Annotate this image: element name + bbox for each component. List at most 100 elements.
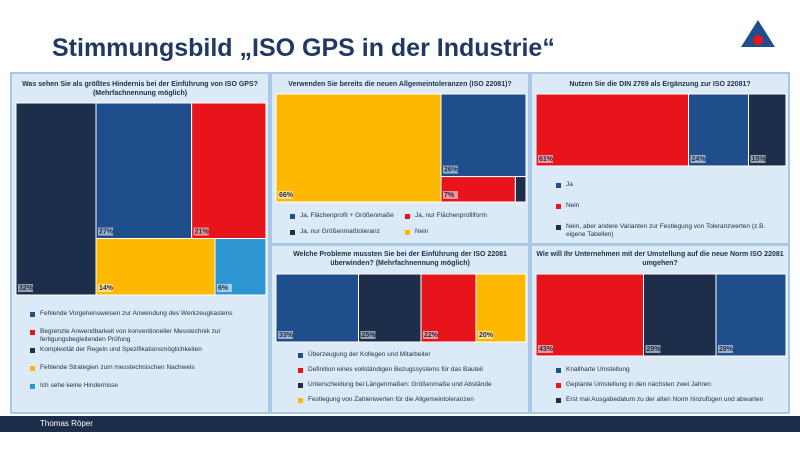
- treemap-cell: [358, 273, 422, 343]
- footer-text: Thomas Röper: [40, 419, 93, 428]
- legend-swatch: [30, 311, 35, 317]
- treemap-cell: [275, 273, 359, 343]
- legend-label: Definition eines vollständigen Bezugssys…: [308, 366, 483, 373]
- legend-swatch: [290, 213, 295, 219]
- cell-label: 21%: [195, 228, 210, 235]
- slide-title: Stimmungsbild „ISO GPS in der Industrie“: [52, 34, 555, 62]
- footer: Thomas Röper: [0, 416, 800, 432]
- cell-label-bg: [750, 155, 766, 163]
- cell-label: 25%: [362, 332, 377, 339]
- cell-label-bg: [443, 191, 458, 199]
- legend-label: Unterscheidung bei Längenmaßen: Größenma…: [308, 381, 492, 388]
- cell-label: 6%: [218, 285, 229, 292]
- treemap-cell: [95, 238, 216, 296]
- legend-label: Überzeugung der Kollegen und Mitarbeiter: [308, 351, 431, 358]
- legend-label: Fehlende Strategien zum messtechnischen …: [40, 364, 195, 371]
- legend-label: Festlegung von Zahlenwerten für die Allg…: [308, 396, 474, 403]
- cell-label: 14%: [99, 285, 114, 292]
- treemap-cell: [475, 273, 527, 343]
- legend-label: Nein: [566, 202, 580, 209]
- treemap-cell: [275, 93, 442, 203]
- legend-swatch: [298, 367, 303, 373]
- treemap-cell: [514, 176, 527, 203]
- legend-swatch: [30, 365, 35, 371]
- treemap-cell: [15, 102, 97, 296]
- cell-label-bg: [538, 345, 553, 353]
- cell-label-bg: [278, 191, 293, 199]
- legend-swatch: [290, 229, 295, 235]
- cell-label: 66%: [279, 192, 294, 199]
- cell-label: 33%: [279, 332, 294, 339]
- treemap-cell: [688, 93, 749, 167]
- treemap-cell: [95, 102, 193, 240]
- legend-swatch: [30, 347, 35, 353]
- legend-swatch: [405, 229, 410, 235]
- treemap-cell: [535, 93, 689, 167]
- cell-label: 61%: [539, 156, 554, 163]
- legend-swatch: [556, 203, 561, 209]
- legend-swatch: [556, 382, 561, 388]
- legend-label: Erst mal Ausgabedatum zu der alten Norm …: [566, 396, 764, 403]
- legend-swatch: [405, 213, 410, 219]
- cell-label: 27%: [99, 228, 114, 235]
- cell-label-bg: [538, 155, 553, 163]
- cell-label: 28%: [719, 346, 734, 353]
- cell-label-bg: [423, 331, 438, 339]
- cell-label: 32%: [19, 285, 34, 292]
- treemap-cell: [420, 273, 477, 343]
- legend-label: Nein, aber andere Varianten zur Festlegu…: [566, 223, 766, 238]
- chart-title: Verwenden Sie bereits die neuen Allgemei…: [288, 81, 512, 88]
- treemap-cell: [748, 93, 787, 167]
- legend-swatch: [556, 397, 561, 403]
- legend-label: Geplante Umstellung in den nächsten zwei…: [566, 381, 711, 388]
- legend-label: Ich sehe keine Hindernisse: [40, 382, 119, 389]
- cell-label: 7%: [444, 192, 455, 199]
- cell-label-bg: [217, 284, 232, 292]
- chart-title: Wie will Ihr Unternehmen mit der Umstell…: [536, 251, 784, 267]
- cell-label-bg: [193, 227, 209, 236]
- legend-label: Komplexität der Regeln und Spezifikation…: [40, 346, 202, 353]
- cell-label: 20%: [479, 332, 494, 339]
- chart-title: Was sehen Sie als größtes Hindernis bei …: [22, 81, 258, 97]
- legend-label: Fehlende Vorgehensweisen zur Anwendung d…: [40, 310, 233, 317]
- cell-label-bg: [360, 331, 376, 339]
- legend-label: Ja, nur Flächenprofilform: [415, 212, 487, 219]
- legend-swatch: [30, 329, 35, 335]
- cell-label-bg: [443, 165, 458, 174]
- cell-label-bg: [718, 345, 733, 353]
- cell-label: 24%: [692, 156, 707, 163]
- legend-label: Ja: [566, 181, 573, 188]
- cell-label: 15%: [752, 156, 767, 163]
- legend-label: Ja, Flächenprofil + Größenmaße: [300, 212, 394, 219]
- legend-swatch: [298, 352, 303, 358]
- legend-swatch: [298, 382, 303, 388]
- cell-label: 22%: [424, 332, 439, 339]
- chart-title: Nutzen Sie die DIN 2769 als Ergänzung zu…: [569, 81, 751, 88]
- cell-label-bg: [690, 155, 706, 163]
- legend-swatch: [556, 224, 561, 230]
- chart-title: Welche Probleme mussten Sie bei der Einf…: [293, 251, 507, 267]
- cell-label: 26%: [444, 166, 459, 173]
- legend-swatch: [298, 397, 303, 403]
- treemap-cell: [440, 93, 527, 178]
- treemap-cell: [715, 273, 787, 357]
- legend-swatch: [30, 383, 35, 389]
- cell-label-bg: [98, 284, 113, 292]
- cell-label-bg: [98, 227, 113, 236]
- legend-label: Begrenzte Anwendbarkeit von konventionel…: [40, 328, 221, 343]
- legend-swatch: [556, 367, 561, 373]
- cell-label-bg: [478, 331, 493, 339]
- cell-label-bg: [278, 331, 293, 339]
- legend-label: Knallharte Umstellung: [566, 366, 630, 373]
- cell-label: 29%: [647, 346, 662, 353]
- cell-label: 43%: [539, 346, 554, 353]
- legend-swatch: [556, 182, 561, 188]
- cell-label-bg: [645, 345, 661, 353]
- treemap-cell: [643, 273, 717, 357]
- treemap-cell: [535, 273, 644, 357]
- treemap-cell: [191, 102, 267, 240]
- cell-label-bg: [18, 284, 33, 292]
- legend-label: Ja, nur Größenmaßtoleranz: [300, 228, 380, 235]
